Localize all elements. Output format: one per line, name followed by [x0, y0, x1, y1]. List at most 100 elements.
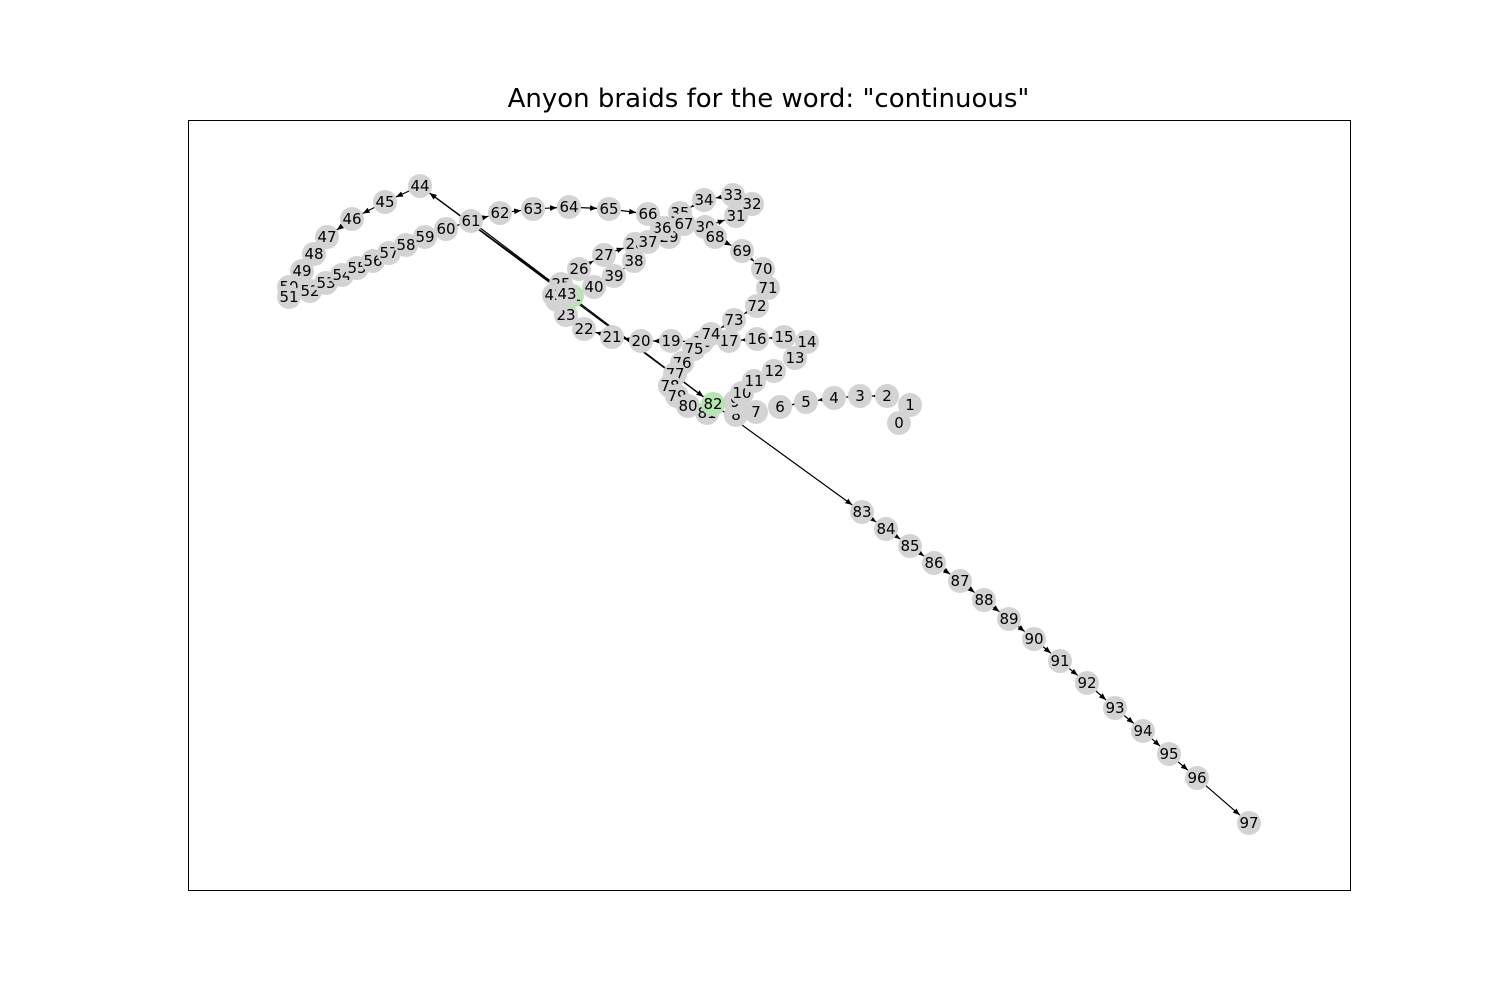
node-3: 3 [848, 384, 872, 408]
edge-26-27 [586, 260, 594, 267]
node-circle [972, 588, 996, 612]
node-label: 44 [410, 177, 429, 195]
edge-82-83 [722, 410, 853, 506]
node-40: 40 [582, 275, 606, 299]
node-label: 3 [855, 387, 865, 405]
node-circle [745, 327, 769, 351]
node-label: 70 [753, 260, 772, 278]
node-circle [597, 197, 621, 221]
node-label: 57 [379, 244, 398, 262]
node-96: 96 [1185, 766, 1209, 790]
node-label: 7 [751, 403, 761, 421]
node-67: 67 [672, 212, 696, 236]
node-85: 85 [898, 534, 922, 558]
node-label: 11 [744, 372, 763, 390]
node-circle [850, 500, 874, 524]
node-layer: 0123456789101112131415161718192021222324… [277, 174, 1261, 835]
edge-94-95 [1151, 738, 1161, 747]
node-label: 39 [604, 267, 623, 285]
node-label: 68 [705, 228, 724, 246]
node-circle [555, 282, 579, 306]
edge-86-87 [942, 567, 951, 575]
node-label: 65 [599, 200, 618, 218]
node-label: 37 [638, 233, 657, 251]
node-label: 26 [569, 260, 588, 278]
node-circle [762, 359, 786, 383]
node-70: 70 [751, 257, 775, 281]
node-circle [742, 369, 766, 393]
edge-83-84 [868, 515, 877, 523]
node-label: 88 [974, 591, 993, 609]
node-73: 73 [722, 308, 746, 332]
node-circle [887, 411, 911, 435]
node-label: 69 [732, 242, 751, 260]
node-label: 74 [701, 325, 720, 343]
node-label: 48 [304, 245, 323, 263]
node-51: 51 [277, 285, 301, 309]
node-label: 91 [1050, 652, 1069, 670]
node-label: 21 [602, 328, 621, 346]
node-82: 82 [701, 392, 725, 416]
node-20: 20 [629, 329, 653, 353]
node-circle [1022, 627, 1046, 651]
edge-87-88 [967, 586, 975, 594]
node-69: 69 [730, 239, 754, 263]
node-61: 61 [459, 209, 483, 233]
node-38: 38 [622, 249, 646, 273]
node-circle [1237, 811, 1261, 835]
node-47: 47 [315, 225, 339, 249]
node-label: 67 [674, 215, 693, 233]
node-circle [699, 322, 723, 346]
edge-21-22 [595, 331, 604, 337]
node-circle [922, 551, 946, 575]
node-label: 89 [999, 610, 1018, 628]
node-label: 45 [375, 193, 394, 211]
node-72: 72 [745, 294, 769, 318]
node-label: 97 [1239, 814, 1258, 832]
node-circle [745, 294, 769, 318]
node-71: 71 [756, 276, 780, 300]
node-label: 14 [797, 333, 816, 351]
node-87: 87 [948, 569, 972, 593]
node-label: 90 [1024, 630, 1043, 648]
node-label: 13 [785, 349, 804, 367]
node-label: 15 [774, 328, 793, 346]
node-circle [768, 395, 792, 419]
node-label: 32 [742, 195, 761, 213]
node-62: 62 [488, 201, 512, 225]
node-circle [1131, 719, 1155, 743]
node-label: 63 [523, 200, 542, 218]
node-label: 36 [652, 219, 671, 237]
edge-38-39 [623, 262, 631, 270]
node-label: 82 [703, 395, 722, 413]
node-label: 1 [905, 396, 915, 414]
node-46: 46 [340, 207, 364, 231]
node-label: 51 [279, 288, 298, 306]
node-circle [822, 386, 846, 410]
node-label: 64 [559, 198, 578, 216]
node-19: 19 [659, 329, 683, 353]
edge-72-73 [743, 307, 752, 315]
node-circle [875, 384, 899, 408]
node-label: 34 [694, 191, 713, 209]
edge-27-28 [615, 247, 624, 253]
node-circle [567, 257, 591, 281]
node-circle [459, 209, 483, 233]
node-circle [636, 230, 660, 254]
node-91: 91 [1048, 649, 1072, 673]
node-34: 34 [692, 188, 716, 212]
node-label: 33 [723, 186, 742, 204]
node-label: 47 [317, 228, 336, 246]
node-92: 92 [1075, 671, 1099, 695]
node-circle [602, 264, 626, 288]
node-label: 40 [584, 278, 603, 296]
node-label: 22 [574, 320, 593, 338]
edge-64-65 [580, 205, 598, 211]
node-label: 20 [631, 332, 650, 350]
plot-frame [188, 120, 1351, 891]
node-58: 58 [394, 233, 418, 257]
node-label: 94 [1133, 722, 1152, 740]
node-circle [315, 225, 339, 249]
node-66: 66 [636, 202, 660, 226]
